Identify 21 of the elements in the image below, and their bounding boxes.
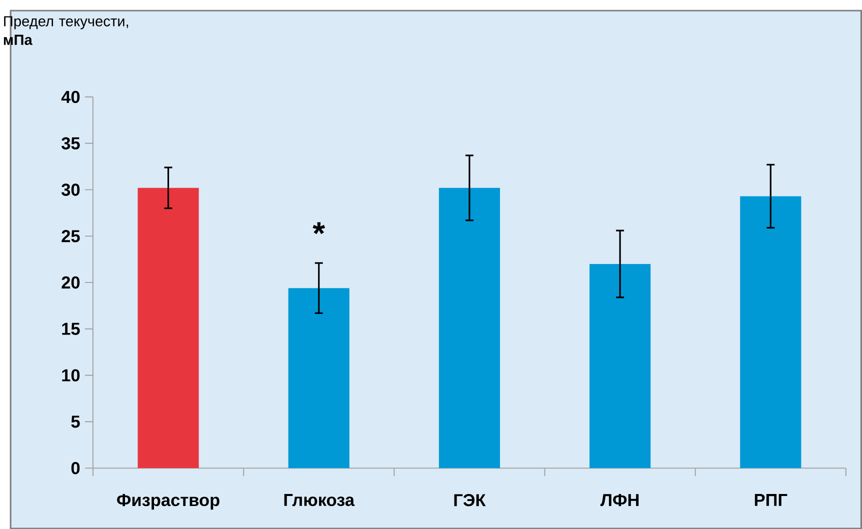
annotation: * — [312, 222, 326, 234]
y-tick-label: 5 — [71, 416, 80, 428]
y-axis-title: Предел текучести, мПа — [4, 16, 128, 45]
x-tick-label: Глюкоза — [284, 494, 355, 506]
y-tick-label: 25 — [62, 230, 80, 242]
x-tick-label: ЛФН — [600, 494, 639, 506]
y-tick-label: 15 — [62, 322, 80, 335]
bar — [138, 188, 199, 468]
y-tick-label: 0 — [71, 462, 80, 474]
x-tick-label: ГЭК — [454, 494, 486, 506]
x-tick-label: РПГ — [754, 494, 788, 506]
bar — [438, 188, 500, 468]
y-tick-label: 30 — [62, 183, 80, 196]
x-tick-label: Физраствор — [117, 494, 220, 510]
y-tick-label: 40 — [61, 90, 80, 103]
y-tick-label: 10 — [62, 369, 80, 382]
bar — [288, 288, 350, 468]
bar — [740, 196, 802, 468]
bar — [589, 264, 651, 468]
y-tick-label: 20 — [62, 276, 80, 288]
y-tick-label: 35 — [62, 137, 80, 150]
